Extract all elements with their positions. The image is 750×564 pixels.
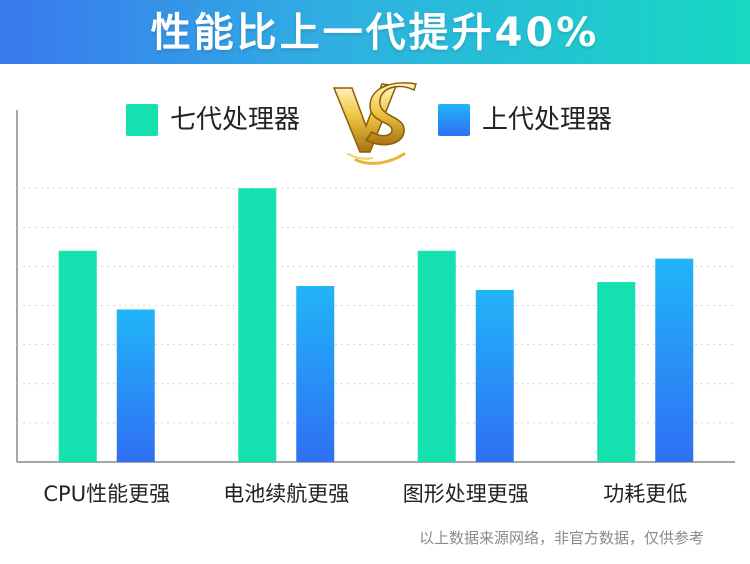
bar-new-2	[238, 188, 277, 462]
bar-old-4	[655, 258, 694, 462]
category-label: 电池续航更强	[223, 482, 350, 506]
legend-label-old: 上代处理器	[482, 105, 613, 135]
bar-old-1	[116, 309, 155, 462]
bar-old-3	[475, 289, 514, 462]
legend-swatch-new	[126, 104, 158, 136]
footnote: 以上数据来源网络，非官方数据，仅供参考	[418, 529, 704, 547]
bar-new-3	[417, 250, 456, 462]
vs-emblem-icon	[332, 82, 417, 165]
banner-title: 性能比上一代提升40%	[150, 10, 600, 56]
category-label: 功耗更低	[603, 482, 688, 506]
bar-new-4	[597, 282, 636, 462]
category-label: CPU性能更强	[43, 482, 171, 506]
bar-new-1	[58, 250, 97, 462]
legend-swatch-old	[438, 104, 470, 136]
title-banner: 性能比上一代提升40%	[0, 0, 750, 64]
bar-old-2	[296, 286, 335, 462]
category-label: 图形处理更强	[402, 482, 529, 506]
legend-label-new: 七代处理器	[170, 105, 301, 135]
